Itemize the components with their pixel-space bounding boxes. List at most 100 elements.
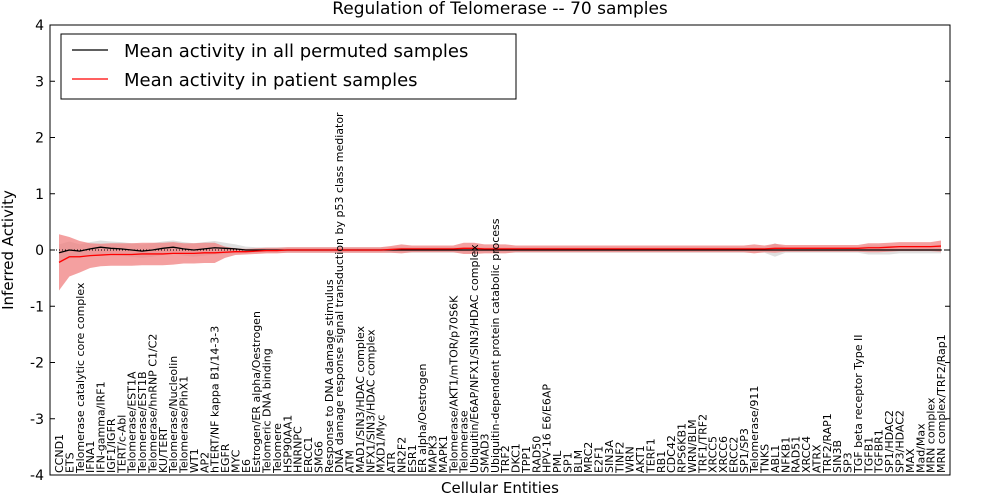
series-line-layer [58, 245, 942, 263]
category-label: HSP90AA1 [281, 415, 294, 473]
category-label: Telomerase/PinX1 [178, 376, 191, 474]
category-label: MXD1/Myc [375, 415, 388, 473]
category-label: TERT/c-Abl [115, 415, 128, 474]
category-label: Telomerase/EST1B [136, 371, 149, 474]
category-label: IGF1/IGFR [105, 418, 118, 473]
category-label: Telomerase/EST1A [126, 371, 139, 474]
category-label: TGF beta receptor Type II [852, 334, 865, 474]
category-label: MAPK1 [437, 435, 450, 473]
category-label: Estrogen/ER alpha/Oestrogen [250, 311, 263, 473]
y-tick-label: 2 [35, 131, 44, 147]
category-label: TGFBR1 [873, 429, 886, 474]
category-label: SP1/SP3 [738, 428, 751, 473]
category-label: E2F1 [593, 446, 606, 473]
category-label: AKT1 [634, 445, 647, 473]
category-label: ERCC1 [302, 437, 315, 473]
category-label: MAD1/SIN3/HDAC complex [354, 325, 367, 473]
category-label: HPV-16 E6/E6AP [541, 384, 554, 473]
category-label: E6 [240, 459, 253, 473]
category-label: RAD51 [790, 436, 803, 473]
y-tick-label: 0 [35, 243, 44, 259]
category-label: RPS6KB1 [676, 423, 689, 473]
category-label: SP1 [561, 452, 574, 473]
y-tick-label: 4 [35, 18, 44, 34]
category-label: ER alpha/Oestrogen [416, 363, 429, 473]
legend-label-patient: Mean activity in patient samples [124, 70, 418, 91]
category-label: hTERT/NF kappa B1/14-3-3 [209, 326, 222, 473]
y-axis-title: Inferred Activity [0, 190, 17, 310]
legend-box [60, 33, 517, 100]
axis-ticks-layer: -4 -3 -2 -1 0 1 2 3 4 [30, 18, 950, 484]
category-label: DNA damage response signal transduction … [333, 112, 346, 473]
category-label: SIN3A [603, 440, 616, 473]
category-label: TRF2 [499, 445, 512, 474]
y-tick-label: 1 [35, 187, 44, 203]
category-label: Response to DNA damage stimulus [323, 279, 336, 473]
category-label: MRC2 [582, 442, 595, 473]
category-label: EGFR [219, 443, 232, 473]
category-label: NFX1/SIN3/HDAC complex [364, 329, 377, 473]
y-tick-label: -3 [30, 412, 44, 428]
category-label: Telomerase/Nucleolin [167, 356, 180, 474]
permuted-mean-line [58, 246, 941, 254]
category-label: XRCC4 [800, 436, 813, 473]
category-label: Telomeric DNA binding [261, 348, 274, 474]
y-tick-label: -4 [30, 468, 44, 484]
category-label: Telomerase/hnRNP C1/C2 [146, 334, 159, 474]
category-label: KU/TERT [157, 427, 170, 473]
y-tick-label: -2 [30, 356, 44, 372]
category-label: TERF1 [644, 438, 657, 474]
category-label: BLM [572, 450, 585, 473]
plot-frame [49, 24, 951, 476]
category-label: DKC1 [510, 443, 523, 473]
category-label: SMG6 [312, 441, 325, 473]
category-label: Telomerase/911 [748, 386, 761, 474]
category-label: TINF2 [613, 441, 626, 474]
category-label: Telomerase [458, 410, 471, 474]
category-label: WRN [624, 446, 637, 473]
category-label: TPP1 [520, 446, 533, 474]
y-tick-label: -1 [30, 299, 44, 315]
category-label: ERCC2 [727, 437, 740, 473]
category-label: AP2 [198, 452, 211, 473]
category-label: HNRNPC [292, 426, 305, 473]
category-label: RAD50 [530, 436, 543, 473]
category-label: Ubiquitin-dependent protein catabolic pr… [489, 218, 502, 473]
category-label: ABL1 [769, 445, 782, 473]
category-label: NFKB1 [779, 437, 792, 473]
legend: Mean activity in all permuted samples Me… [60, 33, 517, 100]
category-label: MYC [229, 449, 242, 473]
category-label: Mad/Max [914, 423, 927, 473]
category-label: CCND1 [53, 434, 66, 473]
category-label: ATR [385, 452, 398, 473]
category-label: TRF1/TRF2 [696, 414, 709, 474]
category-label: IFN-gamma/IRF1 [95, 381, 108, 473]
category-label: ESR1 [406, 444, 419, 473]
category-label: ETS [63, 452, 76, 473]
category-label: MAX [904, 448, 917, 473]
category-label: PML [551, 450, 564, 473]
category-label: MRN complex/TRF2/Rap1 [935, 334, 948, 473]
category-label: TGFB1 [862, 437, 875, 474]
category-label: ATRX [810, 444, 823, 473]
category-label: TRF2/RAP1 [821, 413, 834, 474]
category-label: Telomerase catalytic core complex [74, 282, 87, 474]
category-label: NR2F2 [395, 437, 408, 473]
category-label: SMAD3 [478, 434, 491, 473]
category-label: ATM [344, 450, 357, 473]
chart-title: Regulation of Telomerase -- 70 samples [332, 0, 668, 19]
category-label: XRCC6 [717, 436, 730, 473]
category-label: SP3 [842, 452, 855, 473]
category-label: Ubiquitin/E6AP/NFX1/SIN3/HDAC complex [468, 244, 481, 473]
patient-mean-line [58, 245, 942, 263]
category-label: WRN/BLM [686, 419, 699, 473]
category-label: SP3/HDAC2 [893, 410, 906, 473]
x-axis-title: Cellular Entities [441, 479, 559, 497]
y-tick-label: 3 [35, 74, 44, 90]
category-label: MRN complex [925, 397, 938, 473]
category-label: XRCC5 [707, 436, 720, 473]
category-label: WT1 [188, 448, 201, 473]
category-label: SIN3B [831, 440, 844, 473]
